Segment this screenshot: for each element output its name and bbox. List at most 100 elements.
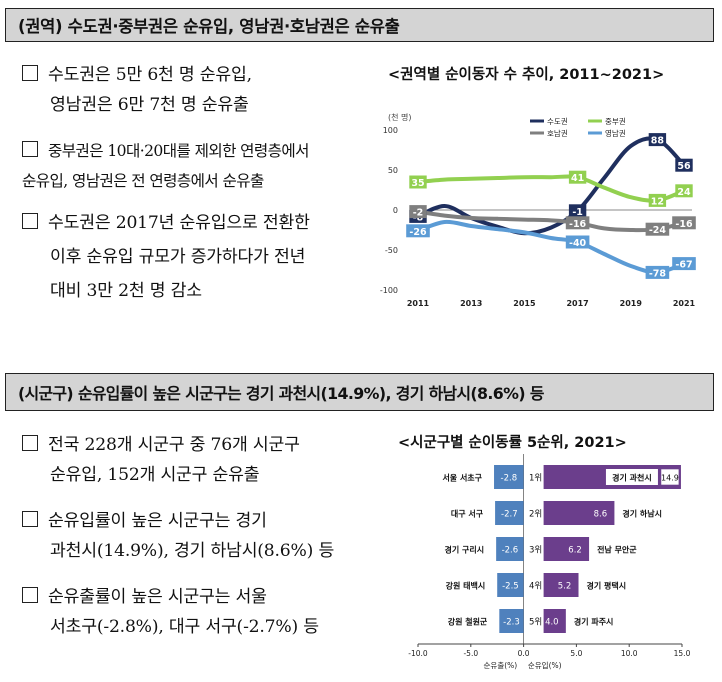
bullet-text: 수도권은 2017년 순유입으로 전환한: [48, 213, 310, 233]
bullet-text: 중부권은 10대·20대를 제외한 연령층에서: [48, 142, 310, 160]
x-tick-label: 2017: [566, 299, 588, 308]
section1-header-text: (권역) 수도권·중부권은 순유입, 영남권·호남권은 순유출: [18, 17, 400, 36]
legend-label: 호남권: [547, 129, 568, 138]
data-label-box: [406, 224, 430, 238]
line-chart-title: <권역별 순이동자 수 추이, 2011~2021>: [388, 67, 665, 83]
x-tick-label: 2013: [460, 299, 482, 308]
data-label-box: [672, 216, 696, 230]
bar-inflow: [543, 609, 566, 633]
data-label-box: [645, 265, 670, 279]
data-label: -1: [572, 207, 583, 218]
axis-label-inflow: 순유입(%): [528, 661, 562, 670]
series-line: [416, 174, 686, 203]
bullet-text: 수도권은 5만 6천 명 순유입,: [48, 65, 252, 85]
bar-chart: -2.8 서울 서초구 1위 14.9 경기 과천시 -2.7 대구 서구 2위 8.6 경기 하…: [408, 454, 691, 670]
bullet-text: 전국 228개 시군구 중 76개 시군구: [48, 435, 300, 455]
category-label: 경기 파주시: [574, 617, 614, 627]
x-tick-label: 5.0: [570, 649, 582, 658]
category-label: 강원 철원군: [448, 617, 488, 627]
bullet-box-icon: [22, 213, 38, 229]
data-label: -40: [569, 238, 587, 249]
bullet-text: 서초구(-2.8%), 대구 서구(-2.7%) 등: [50, 617, 319, 637]
bar-value-label: 6.2: [568, 546, 582, 556]
bar-outflow: [496, 537, 524, 561]
bar-chart-title: <시군구별 순이동률 5순위, 2021>: [398, 435, 627, 451]
bullet-item: 중부권은 10대·20대를 제외한 연령층에서 순유입, 영남권은 전 연령층에…: [22, 136, 310, 196]
y-tick-label: 0: [393, 206, 398, 215]
bullet-text: 순유입, 152개 시군구 순유출: [50, 465, 260, 485]
data-label-box: [648, 133, 667, 147]
bullet-box-icon: [22, 65, 38, 81]
y-axis-label: (천 명): [388, 112, 412, 122]
bar-value-label: -2.5: [502, 582, 519, 592]
bar-inflow: [543, 537, 590, 561]
data-label: 88: [651, 136, 665, 147]
bullet-box-icon: [22, 435, 38, 451]
data-label-box: [409, 175, 427, 189]
line-chart: (천 명) -100 -50 0 50 100 2011 2013 2015 2017 2019 20…: [380, 112, 696, 308]
bar-outflow: [499, 609, 524, 633]
x-tick-label: 15.0: [674, 649, 691, 658]
category-label: 경기 과천시: [612, 473, 652, 483]
x-tick-label: 2021: [673, 299, 696, 308]
bullet-item: 순유입률이 높은 시군구는 경기 과천시(14.9%), 경기 하남시(8.6%…: [22, 506, 334, 566]
data-label: -2: [413, 208, 424, 219]
category-label: 강원 태백시: [446, 581, 486, 591]
series-line: [416, 219, 686, 275]
legend-label: 영남권: [605, 128, 626, 138]
bar-value-label: -2.3: [503, 618, 520, 628]
bullet-text: 이후 순유입 규모가 증가하다가 전년: [50, 247, 306, 267]
bullet-item: 수도권은 5만 6천 명 순유입, 영남권은 6만 7천 명 순유출: [22, 60, 252, 120]
x-tick-label: -5.0: [463, 649, 478, 658]
bar-value-label: -2.7: [501, 510, 518, 520]
data-label-box: [675, 184, 693, 198]
bar-inflow: [543, 501, 615, 525]
category-label: 대구 서구: [451, 509, 484, 519]
bullet-text: 순유입, 영남권은 전 연령층에서 순유출: [22, 172, 264, 190]
series-line: [416, 209, 686, 233]
x-tick-label: 2015: [513, 299, 536, 308]
bullet-text: 대비 3만 2천 명 감소: [50, 281, 202, 301]
data-label: 41: [571, 173, 584, 184]
category-label: 경기 평택시: [587, 581, 627, 591]
rank-label: 2위: [529, 510, 542, 520]
rank-label: 1위: [529, 474, 542, 484]
bullet-box-icon: [22, 511, 38, 527]
legend-label: 수도권: [547, 117, 568, 126]
y-tick-label: 50: [388, 166, 398, 175]
data-label: -67: [675, 260, 692, 271]
bar-value-label: 5.2: [558, 582, 572, 592]
rank-label: 3위: [529, 546, 542, 556]
data-label: -16: [675, 219, 693, 230]
data-label-box: [568, 204, 587, 218]
data-label: -26: [409, 227, 427, 238]
y-tick-label: 100: [383, 126, 398, 135]
bar-value-label: -2.8: [501, 474, 518, 484]
bar-inflow: [543, 573, 579, 597]
legend-label: 중부권: [605, 117, 626, 126]
data-label-box: [568, 170, 587, 184]
category-label: 서울 서초구: [442, 473, 482, 483]
x-tick-label: 2019: [620, 299, 643, 308]
bar-outflow: [494, 465, 524, 489]
data-label: 56: [677, 161, 691, 172]
series-line: [416, 136, 686, 236]
bullet-text: 영남권은 6만 7천 명 순유출: [50, 95, 249, 115]
data-label-box: [672, 257, 696, 271]
y-tick-label: -100: [380, 286, 398, 295]
bar-value-label: -2.6: [502, 546, 519, 556]
rank-label: 5위: [529, 618, 542, 628]
data-label: -16: [569, 219, 587, 230]
x-tick-label: -10.0: [408, 649, 428, 658]
bar-value-box: [660, 468, 680, 486]
category-label: 전남 무안군: [597, 545, 637, 555]
axis-label-outflow: 순유출(%): [484, 660, 518, 670]
y-tick-label: -50: [385, 246, 398, 255]
bullet-box-icon: [22, 587, 38, 603]
bullet-box-icon: [22, 141, 38, 157]
section2-header-text: (시군구) 순유입률이 높은 시군구는 경기 과천시(14.9%), 경기 하남…: [18, 383, 544, 403]
bar-value-label: 8.6: [594, 510, 608, 520]
data-label: 24: [677, 187, 691, 198]
data-label-box: [648, 193, 667, 207]
category-label-box: [605, 469, 658, 485]
